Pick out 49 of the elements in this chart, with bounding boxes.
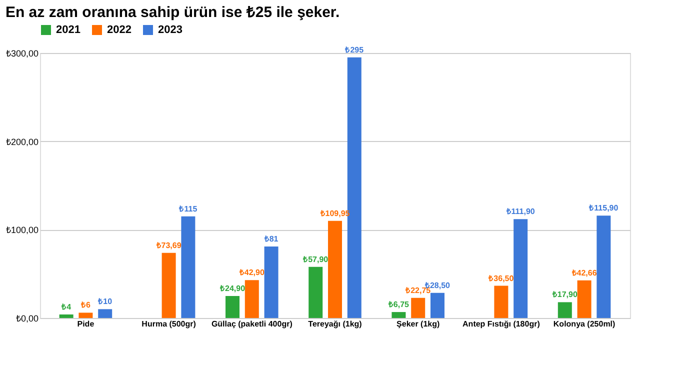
bar — [558, 302, 572, 318]
bar — [181, 216, 196, 318]
bar — [411, 298, 426, 318]
data-label: ₺36,50 — [488, 274, 514, 283]
legend-label: 2022 — [107, 24, 132, 36]
data-label: ₺42,90 — [238, 268, 265, 278]
x-tick-label: Antep Fıstığı (180gr) — [462, 320, 540, 328]
data-label: ₺4 — [60, 302, 72, 312]
bar — [596, 216, 611, 318]
bar — [98, 309, 112, 318]
data-label: ₺115,90 — [588, 204, 619, 213]
data-label: ₺10 — [97, 297, 113, 306]
legend-label: 2021 — [56, 24, 80, 36]
y-tick-label: ₺200,00 — [6, 136, 38, 147]
bar — [162, 252, 176, 318]
data-label: ₺6,75 — [387, 300, 410, 310]
y-tick-label: ₺0,00 — [16, 314, 38, 324]
bar — [494, 286, 508, 318]
x-tick-label: Güllaç (paketli 400gr) — [211, 320, 293, 328]
x-tick-label: Pide — [77, 320, 95, 328]
data-label: ₺24,90 — [218, 284, 246, 294]
bar — [308, 266, 323, 318]
x-tick-label: Tereyağı (1kg) — [308, 320, 362, 328]
bar — [392, 312, 406, 318]
bar — [514, 219, 528, 318]
bar — [264, 246, 278, 318]
legend-label: 2023 — [158, 24, 182, 36]
data-label: ₺73,69 — [155, 240, 182, 250]
y-tick-label: ₺100,00 — [6, 225, 38, 236]
x-tick-label: Kolonya (250ml) — [553, 320, 616, 328]
bar — [226, 296, 240, 318]
y-tick-label: ₺300,00 — [6, 48, 38, 58]
x-tick-label: Hurma (500gr) — [142, 320, 196, 328]
data-label: ₺295 — [344, 45, 364, 54]
chart-title: En az zam oranına sahip ürün ise ₺25 ile şeker. — [5, 4, 340, 21]
bar — [244, 280, 259, 318]
data-label: ₺17,90 — [551, 290, 578, 300]
bar — [59, 314, 74, 318]
bar — [328, 220, 342, 318]
data-label: ₺81 — [263, 234, 279, 244]
bar — [577, 280, 592, 318]
data-label: ₺115 — [178, 204, 198, 214]
data-label: ₺111,90 — [505, 207, 536, 216]
data-label: ₺42,66 — [570, 268, 598, 278]
data-label: ₺6 — [80, 300, 91, 310]
x-tick-label: Şeker (1kg) — [396, 320, 440, 328]
bar — [78, 312, 93, 318]
bar — [430, 292, 444, 318]
data-label: ₺57,90 — [302, 254, 329, 264]
